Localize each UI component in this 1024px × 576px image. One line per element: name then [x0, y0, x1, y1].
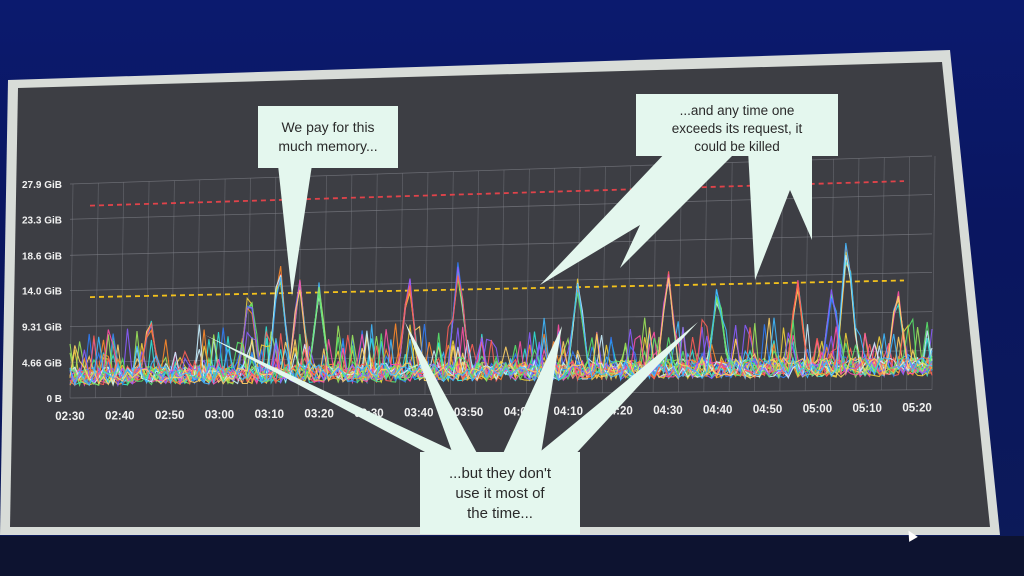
y-tick-label: 23.3 GiB — [22, 215, 62, 226]
callout-top-right-line-1: ...and any time one — [680, 103, 795, 118]
callout-bottom-line-1: ...but they don't — [449, 465, 552, 482]
callout-bottom-line-3: the time... — [467, 505, 533, 522]
y-tick-label: 0 B — [46, 394, 62, 405]
grid-line-v-2 — [120, 182, 125, 398]
y-axis: 0 B 4.66 GiB 9.31 GiB 14.0 GiB 18.6 GiB 23.3 … — [22, 180, 62, 405]
grid-line-v-3 — [145, 181, 150, 398]
series-line-11 — [69, 282, 933, 385]
grid-line-h-3 — [69, 271, 933, 292]
callout-top-right-pointer-right — [748, 150, 812, 280]
x-tick-label: 03:00 — [205, 410, 234, 422]
grid-line-v-0 — [69, 183, 74, 399]
x-tick-label: 03:40 — [404, 408, 433, 420]
y-tick-label: 14.0 GiB — [22, 287, 62, 298]
callout-top-left-pointer — [278, 165, 312, 296]
grid-line-v-5 — [196, 179, 201, 397]
x-tick-label: 03:20 — [304, 409, 333, 421]
series-line-18 — [69, 254, 933, 387]
callout-bottom-box — [420, 452, 580, 534]
callout-top-right: ...and any time one exceeds its request,… — [540, 94, 838, 285]
grid-line-v-10 — [323, 175, 327, 396]
grid-line-v-6 — [221, 179, 226, 397]
x-tick-label: 03:10 — [255, 409, 284, 421]
grid-line-v-4 — [171, 180, 175, 398]
x-tick-label: 03:50 — [454, 407, 483, 419]
x-tick-label: 02:40 — [105, 411, 134, 423]
callout-top-left: We pay for this much memory... — [258, 106, 398, 296]
callout-top-right-line-2: exceeds its request, it — [672, 121, 803, 136]
callout-top-left-box — [258, 106, 398, 168]
stage-floor — [0, 536, 1024, 576]
callout-top-right-box — [636, 94, 838, 156]
callout-top-right-pointer-left — [540, 150, 738, 285]
y-tick-label: 9.31 GiB — [22, 323, 62, 334]
x-tick-label: 05:00 — [803, 404, 832, 416]
x-axis: 02:3002:4002:5003:0003:1003:2003:3003:40… — [55, 403, 931, 423]
grid-line-v-26 — [728, 162, 733, 392]
callout-bottom-pointer-1 — [205, 335, 462, 460]
y-tick-label: 27.9 GiB — [22, 180, 62, 191]
series-line-19 — [69, 267, 933, 388]
grid-line-v-16 — [475, 170, 479, 395]
x-tick-label: 04:30 — [653, 405, 682, 417]
x-tick-label: 05:20 — [902, 403, 931, 415]
callout-bottom-pointer-3 — [500, 326, 562, 460]
callout-bottom-line-2: use it most of — [455, 485, 545, 502]
callout-top-right-line-3: could be killed — [694, 139, 780, 154]
callout-bottom: ...but they don't use it most of the tim… — [205, 322, 698, 534]
grid-line-h-5 — [69, 194, 933, 220]
x-tick-label: 02:30 — [55, 411, 84, 423]
series-line-22 — [69, 277, 933, 386]
y-tick-label: 18.6 GiB — [22, 251, 62, 262]
grid-line-h-4 — [69, 233, 933, 256]
y-tick-label: 4.66 GiB — [22, 358, 62, 369]
grid-line-v-31 — [855, 158, 860, 391]
grid-line-h-2 — [69, 311, 933, 327]
x-tick-label: 04:50 — [753, 404, 782, 416]
grid-line-v-21 — [602, 166, 606, 393]
callout-bottom-pointer-4 — [530, 322, 698, 460]
x-tick-label: 04:10 — [554, 406, 583, 418]
series-line-23 — [69, 242, 933, 387]
series-layer — [69, 242, 933, 388]
x-tick-label: 05:10 — [853, 403, 882, 415]
callout-top-left-line-1: We pay for this — [281, 119, 374, 135]
callout-bottom-pointer-2 — [405, 322, 478, 460]
grid-line-v-14 — [424, 172, 429, 395]
reference-line-request — [89, 279, 905, 299]
grid-line-v-17 — [500, 169, 505, 394]
x-tick-label: 04:40 — [703, 405, 732, 417]
callout-top-left-line-2: much memory... — [278, 138, 377, 154]
x-tick-label: 02:50 — [155, 410, 184, 422]
